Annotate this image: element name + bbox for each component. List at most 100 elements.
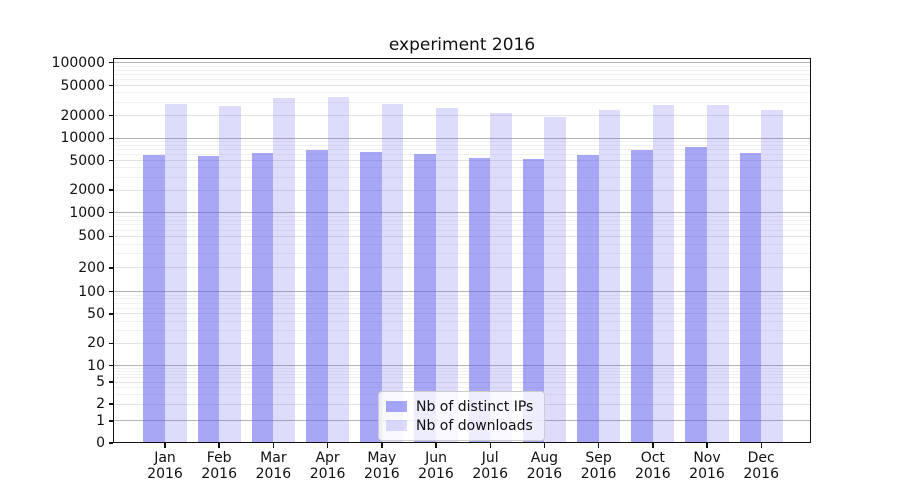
gridline	[113, 62, 811, 64]
x-axis-tick-label: Sep 2016	[580, 450, 617, 482]
y-axis-tick-label: 100000	[51, 54, 105, 71]
x-axis-tick-mark	[597, 443, 600, 448]
gridline	[113, 229, 811, 231]
gridline	[113, 302, 811, 304]
gridline	[113, 137, 811, 139]
bar-downloads	[707, 104, 729, 443]
x-axis-tick-label: Apr 2016	[309, 450, 346, 482]
gridline	[113, 115, 811, 116]
gridline	[113, 189, 811, 191]
gridline	[113, 243, 811, 245]
gridline	[113, 307, 811, 309]
gridline	[113, 298, 811, 300]
bar-downloads	[761, 109, 783, 443]
bar-downloads	[219, 106, 241, 443]
legend-item: Nb of downloads	[386, 416, 536, 435]
bar-distinct-ips	[251, 153, 274, 443]
y-axis-tick-mark	[109, 420, 113, 422]
gridline	[113, 212, 811, 213]
gridline	[113, 267, 811, 269]
legend: Nb of distinct IPs Nb of downloads	[378, 391, 545, 441]
bar-downloads	[598, 109, 621, 443]
y-axis-tick-label: 5000	[69, 152, 105, 169]
gridline	[113, 92, 811, 94]
x-axis-tick-label: Dec 2016	[743, 450, 779, 482]
bar-distinct-ips	[414, 153, 436, 443]
y-axis-tick-mark	[109, 137, 113, 140]
gridline	[113, 291, 811, 293]
gridline	[113, 367, 811, 369]
y-axis-tick-mark	[109, 211, 113, 214]
bar-downloads	[165, 103, 187, 443]
bar-downloads	[436, 107, 458, 443]
gridline	[113, 342, 811, 344]
gridline	[113, 365, 811, 367]
legend-label: Nb of distinct IPs	[416, 398, 534, 415]
y-axis-tick-mark	[109, 442, 113, 444]
y-axis-tick-label: 200	[78, 259, 105, 276]
x-axis-tick-mark	[435, 443, 437, 448]
gridline	[113, 149, 811, 151]
x-axis-tick-mark	[706, 443, 708, 448]
x-axis-tick-label: Jan 2016	[147, 450, 183, 482]
y-axis-tick-label: 1	[96, 412, 105, 429]
bar-distinct-ips	[305, 150, 328, 443]
y-axis-tick-label: 20000	[60, 107, 105, 124]
gridline	[113, 373, 811, 375]
x-axis-tick-mark	[326, 443, 329, 448]
bar-distinct-ips	[739, 152, 762, 443]
gridline	[113, 313, 811, 315]
x-axis-tick-label: Mar 2016	[255, 450, 292, 482]
bar-distinct-ips	[197, 156, 220, 443]
x-axis-tick-mark	[489, 443, 491, 448]
y-axis-tick-label: 10	[87, 357, 105, 374]
x-axis-tick-label: May 2016	[363, 450, 400, 482]
bar-downloads	[652, 104, 675, 443]
plot-area	[113, 58, 811, 443]
x-axis-tick-label: Jun 2016	[418, 450, 454, 482]
y-axis-tick-label: 10000	[60, 130, 105, 147]
x-axis-tick-mark	[652, 443, 654, 448]
x-axis-tick-mark	[272, 443, 275, 448]
gridline	[113, 224, 811, 226]
gridline	[113, 294, 811, 296]
y-axis-tick-mark	[109, 381, 113, 383]
legend-swatch	[386, 420, 407, 431]
bar-downloads	[327, 96, 350, 443]
gridline	[113, 85, 811, 86]
y-axis-tick-label: 2000	[69, 182, 105, 199]
bar-distinct-ips	[685, 146, 707, 443]
legend-item: Nb of distinct IPs	[386, 397, 536, 416]
x-axis-tick-mark	[760, 443, 762, 448]
bar-downloads	[544, 117, 567, 443]
gridline	[113, 176, 811, 178]
gridline	[113, 387, 811, 388]
y-axis-tick-mark	[109, 267, 113, 269]
y-axis-tick-label: 500	[78, 228, 105, 245]
y-axis-tick-mark	[109, 313, 113, 315]
x-axis-tick-label: Aug 2016	[526, 450, 563, 482]
gridline	[113, 160, 811, 162]
bar-distinct-ips	[631, 149, 653, 443]
gridline	[113, 235, 811, 237]
y-axis-tick-mark	[109, 84, 113, 87]
x-axis-tick-label: Oct 2016	[634, 450, 671, 482]
x-axis-tick-label: Nov 2016	[689, 450, 725, 482]
y-axis-tick-mark	[109, 189, 113, 191]
y-axis-tick-mark	[109, 159, 113, 162]
y-axis-tick-label: 0	[96, 435, 105, 451]
gridline	[113, 73, 811, 75]
gridline	[113, 101, 811, 103]
y-axis-tick-label: 20	[87, 335, 105, 352]
y-axis-tick-mark	[109, 61, 113, 64]
y-axis-tick-mark	[109, 290, 113, 293]
gridline	[113, 215, 811, 217]
x-axis-tick-mark	[164, 443, 166, 448]
gridline	[113, 370, 811, 372]
y-axis-tick-label: 50000	[60, 77, 105, 94]
bar-downloads	[490, 113, 512, 443]
bar-distinct-ips	[468, 157, 491, 443]
gridline	[113, 377, 811, 379]
chart-title: experiment 2016	[388, 35, 536, 55]
y-axis-tick-label: 50	[87, 305, 105, 322]
